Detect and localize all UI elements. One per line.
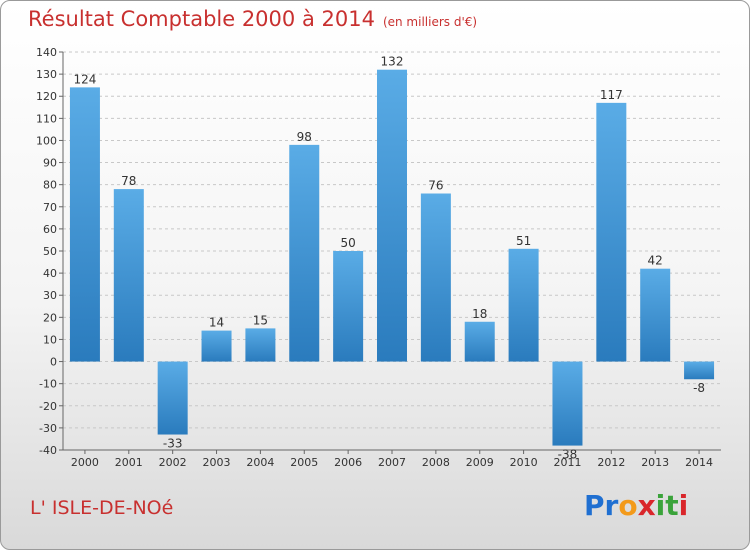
y-tick-label: 90 [43,157,57,170]
bar [113,189,144,362]
y-tick-label: 20 [43,311,57,324]
y-tick-label: 30 [43,289,57,302]
y-tick-label: -40 [39,444,57,457]
data-label: 78 [121,174,136,188]
y-tick-label: 120 [36,90,57,103]
data-label: 98 [297,130,312,144]
data-label: 50 [340,236,355,250]
bar [289,144,320,362]
bar [684,361,715,380]
x-tick-label: 2009 [466,456,494,469]
x-tick-label: 2010 [510,456,538,469]
unit-note: (en milliers d'€) [382,15,478,29]
data-label: 76 [428,179,443,193]
x-tick-label: 2006 [334,456,362,469]
data-label: 15 [253,313,268,327]
x-tick-label: 2014 [685,456,713,469]
x-tick-label: 2002 [159,456,187,469]
y-tick-label: 10 [43,333,57,346]
data-label: 117 [600,88,623,102]
data-label: 51 [516,234,531,248]
y-tick-label: 40 [43,267,57,280]
bar [333,251,364,362]
x-tick-label: 2011 [553,456,581,469]
logo-letter: t [665,489,679,522]
title-text: Résultat Comptable 2000 à 2014 [28,7,375,31]
y-tick-label: 60 [43,223,57,236]
y-tick-label: -30 [39,422,57,435]
data-label: 18 [472,307,487,321]
y-tick-label: 100 [36,134,57,147]
bar [69,87,100,362]
y-tick-label: -20 [39,400,57,413]
data-label: -8 [693,381,705,395]
x-tick-label: 2013 [641,456,669,469]
place-name: L' ISLE-DE-NOé [30,497,174,519]
y-tick-label: 130 [36,68,57,81]
x-tick-label: 2007 [378,456,406,469]
data-label: -33 [163,437,183,451]
x-tick-label: 2008 [422,456,450,469]
bar [464,321,495,362]
logo-letter: r [604,489,619,522]
y-tick-label: 70 [43,201,57,214]
x-tick-label: 2004 [246,456,274,469]
data-label: 42 [648,254,663,268]
y-tick-label: 80 [43,179,57,192]
data-label: -38 [558,448,578,462]
x-tick-label: 2012 [597,456,625,469]
logo-letter: x [637,489,656,522]
bar [640,268,671,362]
logo-letter: i [678,489,689,522]
data-label: 132 [381,55,404,69]
y-tick-label: 110 [36,112,57,125]
chart-title: Résultat Comptable 2000 à 2014 (en millie… [28,7,477,31]
data-label: 14 [209,316,224,330]
bar [596,102,627,362]
bar [420,193,451,362]
bar [245,328,276,362]
bar [377,69,407,362]
y-tick-label: 50 [43,245,57,258]
x-tick-label: 2001 [115,456,143,469]
proxiti-logo: Proxiti [584,489,688,522]
y-tick-label: -10 [39,378,57,391]
x-tick-label: 2000 [71,456,99,469]
logo-letter: o [618,489,638,522]
bar [508,248,539,362]
bar [157,361,188,435]
x-tick-label: 2005 [290,456,318,469]
x-tick-label: 2003 [203,456,231,469]
bar [552,361,583,446]
logo-letter: P [584,489,605,522]
y-tick-label: 140 [36,46,57,59]
data-label: 124 [73,72,96,86]
bar [201,330,232,362]
y-tick-label: 0 [50,356,57,369]
logo-letter: i [655,489,666,522]
